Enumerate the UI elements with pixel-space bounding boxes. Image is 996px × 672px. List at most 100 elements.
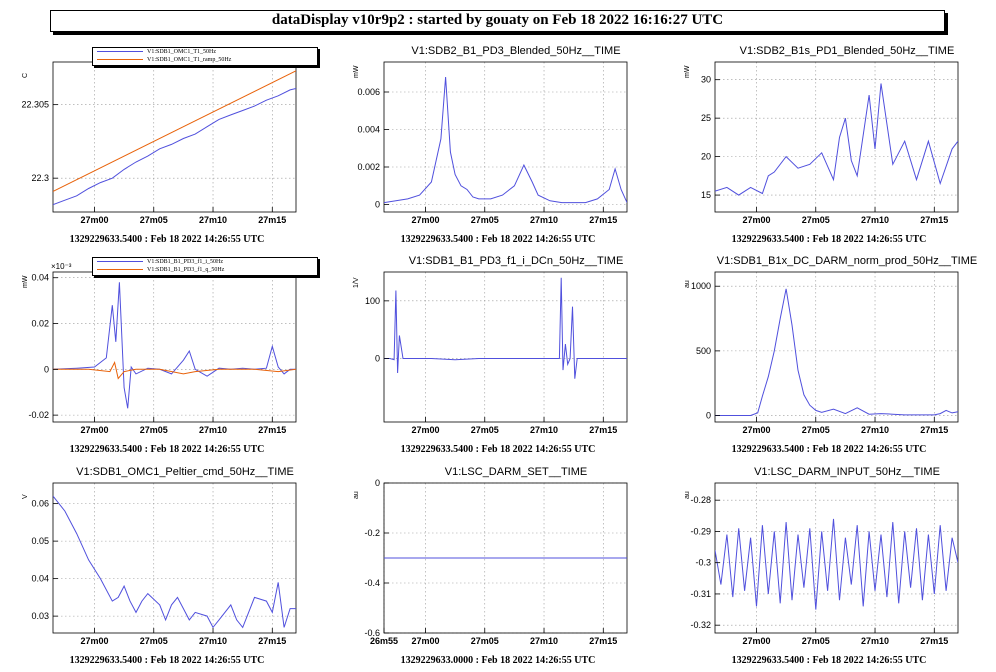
- series-line: [53, 282, 296, 409]
- y-tick-label: 15: [701, 190, 711, 200]
- chart-panel: 1329229633.5400 : Feb 18 2022 14:26:55 U…: [0, 0, 331, 250]
- y-tick-label: 0.004: [357, 125, 380, 135]
- series-line: [53, 361, 296, 380]
- y-tick-label: 0: [706, 411, 711, 421]
- chart-legend: V1:SDB1_B1_PD3_f1_i_50Hz V1:SDB1_B1_PD3_f…: [92, 257, 318, 276]
- plot-frame: [383, 61, 628, 213]
- y-tick-label: 0: [375, 200, 380, 210]
- series-line: [384, 76, 627, 204]
- chart-footer: 1329229633.5400 : Feb 18 2022 14:26:55 U…: [69, 655, 265, 666]
- y-tick-label: -0.02: [28, 410, 49, 420]
- legend-label: V1:SDB1_OMC1_T1_50Hz: [147, 49, 217, 55]
- x-tick-label: 27m00: [411, 215, 439, 225]
- y-tick-label: -0.2: [364, 528, 380, 538]
- x-tick-label: 27m10: [861, 425, 889, 435]
- x-tick-label: 27m15: [258, 636, 286, 646]
- plot-frame: [714, 61, 959, 213]
- x-tick-label: 27m10: [199, 636, 227, 646]
- chart-panel: V1:LSC_DARM_SET__TIME 1329229633.0000 : F…: [331, 421, 662, 671]
- legend-swatch: [97, 268, 143, 270]
- y-tick-label: -0.32: [690, 620, 711, 630]
- chart-panel: 1329229633.5400 : Feb 18 2022 14:26:55 U…: [0, 210, 331, 460]
- x-tick-label: 27m05: [471, 215, 499, 225]
- chart-footer: 1329229633.5400 : Feb 18 2022 14:26:55 U…: [731, 444, 927, 455]
- y-tick-label: 0.03: [31, 611, 49, 621]
- chart-footer: 1329229633.5400 : Feb 18 2022 14:26:55 U…: [731, 234, 927, 245]
- y-tick-label: 22.305: [21, 100, 49, 110]
- x-tick-label: 27m10: [530, 636, 558, 646]
- y-tick-label: -0.3: [695, 558, 711, 568]
- x-tick-label: 27m05: [802, 425, 830, 435]
- y-tick-label: -0.31: [690, 589, 711, 599]
- chart-title: V1:SDB2_B1s_PD1_Blended_50Hz__TIME: [739, 45, 955, 57]
- chart-panel: V1:SDB1_B1x_DC_DARM_norm_prod_50Hz__TIME…: [662, 210, 993, 460]
- y-tick-label: 100: [365, 296, 380, 306]
- title-box: dataDisplay v10r9p2 : started by gouaty …: [50, 10, 945, 32]
- x-tick-label: 27m05: [471, 636, 499, 646]
- x-tick-label: 27m15: [258, 215, 286, 225]
- legend-swatch: [97, 58, 143, 60]
- plot-frame: [714, 482, 959, 634]
- chart-title: V1:SDB1_B1_PD3_f1_i_DCn_50Hz__TIME: [408, 255, 624, 267]
- chart-title: V1:LSC_DARM_SET__TIME: [444, 466, 588, 478]
- legend-entry: V1:SDB1_B1_PD3_f1_q_50Hz: [97, 267, 224, 275]
- series-line: [715, 83, 958, 196]
- chart-footer: 1329229633.5400 : Feb 18 2022 14:26:55 U…: [69, 234, 265, 245]
- series-line: [53, 88, 296, 206]
- y-tick-label: -0.29: [690, 526, 711, 536]
- plot-frame: [52, 271, 297, 423]
- legend-label: V1:SDB1_B1_PD3_f1_q_50Hz: [147, 266, 225, 273]
- y-tick-label: 0.006: [357, 87, 380, 97]
- x-tick-label: 27m15: [589, 425, 617, 435]
- plot-frame: [383, 271, 628, 423]
- chart-svg: 26m55 27m00 27m05 27m10 27m15 -0.6 -0.4 -0.2 0: [364, 478, 628, 646]
- chart-title: V1:SDB2_B1_PD3_Blended_50Hz__TIME: [411, 45, 621, 57]
- y-scale-label: ×10⁻³: [51, 262, 72, 271]
- chart-svg: 27m00 27m05 27m10 27m15 15 20 25 30: [701, 61, 959, 225]
- x-tick-label: 27m15: [920, 636, 948, 646]
- legend-entry: V1:SDB1_OMC1_T1_50Hz: [97, 49, 216, 57]
- plot-frame: [52, 482, 297, 634]
- y-tick-label: 25: [701, 113, 711, 123]
- plot-frame: [52, 61, 297, 213]
- y-tick-label: -0.4: [364, 578, 380, 588]
- chart-svg: 27m00 27m05 27m10 27m15 -0.02 0 0.02 0.04×10⁻³: [28, 262, 297, 435]
- chart-footer: 1329229633.5400 : Feb 18 2022 14:26:55 U…: [69, 444, 265, 455]
- chart-panel: V1:LSC_DARM_INPUT_50Hz__TIME 1329229633.5…: [662, 421, 993, 671]
- x-tick-label: 27m00: [411, 636, 439, 646]
- x-tick-label: 27m15: [589, 636, 617, 646]
- y-tick-label: 20: [701, 152, 711, 162]
- x-tick-label: 27m10: [199, 425, 227, 435]
- y-tick-label: 1000: [691, 281, 711, 291]
- x-tick-label: 27m10: [530, 215, 558, 225]
- series-line: [53, 495, 296, 629]
- chart-svg: 27m00 27m05 27m10 27m15 0 0.002 0.004 0.006: [357, 61, 628, 225]
- chart-panel: V1:SDB2_B1_PD3_Blended_50Hz__TIME 1329229…: [331, 0, 662, 250]
- x-tick-label: 27m05: [471, 425, 499, 435]
- chart-footer: 1329229633.5400 : Feb 18 2022 14:26:55 U…: [400, 444, 596, 455]
- legend-label: V1:SDB1_OMC1_T1_ramp_50Hz: [147, 56, 232, 63]
- y-tick-label: 22.3: [31, 173, 49, 183]
- x-tick-label: 27m00: [742, 636, 770, 646]
- x-tick-label: 27m05: [140, 215, 168, 225]
- x-tick-label: 27m00: [411, 425, 439, 435]
- series-line: [53, 70, 296, 192]
- chart-svg: 27m00 27m05 27m10 27m15 0 100: [365, 271, 628, 435]
- x-tick-label: 27m15: [920, 215, 948, 225]
- y-tick-label: 0: [44, 364, 49, 374]
- chart-footer: 1329229633.5400 : Feb 18 2022 14:26:55 U…: [731, 655, 927, 666]
- chart-title: V1:LSC_DARM_INPUT_50Hz__TIME: [754, 466, 940, 478]
- x-tick-label: 27m15: [589, 215, 617, 225]
- series-line: [715, 288, 958, 416]
- chart-panel: V1:SDB1_B1_PD3_f1_i_DCn_50Hz__TIME 132922…: [331, 210, 662, 460]
- y-tick-label: 500: [696, 346, 711, 356]
- x-tick-label: 27m00: [80, 425, 108, 435]
- legend-entry: V1:SDB1_OMC1_T1_ramp_50Hz: [97, 57, 231, 65]
- chart-svg: 27m00 27m05 27m10 27m15 0 500 1000: [691, 271, 959, 435]
- legend-swatch: [97, 51, 143, 53]
- plot-frame: [714, 271, 959, 423]
- y-tick-label: 0: [375, 478, 380, 488]
- chart-svg: 27m00 27m05 27m10 27m15 22.3 22.305: [21, 61, 297, 225]
- chart-svg: 27m00 27m05 27m10 27m15 0.03 0.04 0.05 0.06: [31, 482, 297, 646]
- y-tick-label: 0.04: [31, 273, 49, 283]
